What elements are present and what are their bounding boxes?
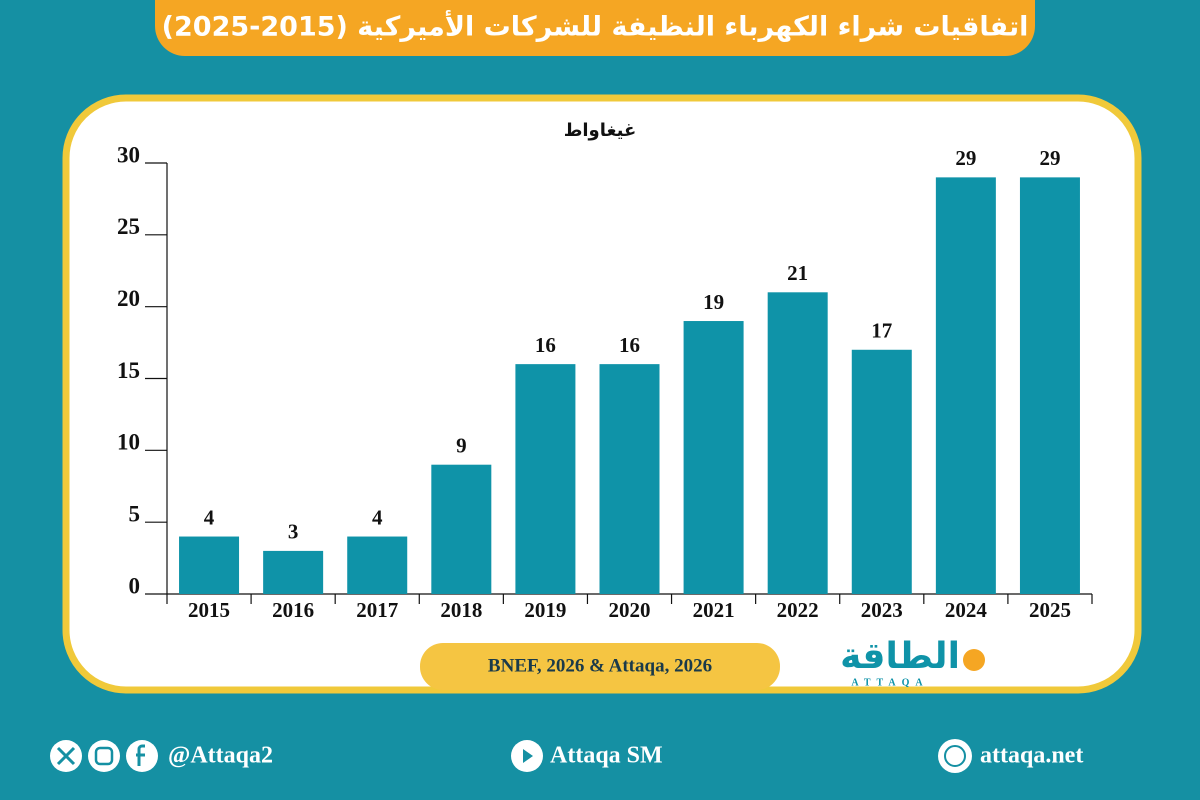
bar <box>767 292 828 594</box>
value-label: 17 <box>871 319 892 343</box>
y-tick-label: 15 <box>117 358 140 383</box>
social-handle[interactable]: @Attaqa2 <box>168 743 273 769</box>
facebook-glyph <box>136 744 145 766</box>
value-label: 9 <box>456 434 467 458</box>
source-pill <box>420 643 780 690</box>
web-icon[interactable] <box>938 739 972 773</box>
y-tick-label: 10 <box>117 430 140 455</box>
youtube-glyph <box>523 749 533 763</box>
x-tick-label: 2021 <box>693 598 735 622</box>
bar <box>683 321 744 594</box>
x-tick-label: 2023 <box>861 598 903 622</box>
value-label: 3 <box>288 520 299 544</box>
logo-text: الطاقة <box>840 636 960 677</box>
value-label: 29 <box>955 146 976 170</box>
instagram-glyph <box>94 746 114 766</box>
website[interactable]: attaqa.net <box>980 743 1083 769</box>
y-axis-unit: غيغاواط <box>564 120 637 141</box>
bar <box>515 364 576 594</box>
value-label: 29 <box>1039 146 1060 170</box>
value-label: 16 <box>535 333 556 357</box>
bar <box>263 550 324 594</box>
logo-drop <box>963 649 985 671</box>
y-tick-label: 20 <box>117 286 140 311</box>
x-tick-label: 2017 <box>356 598 398 622</box>
x-tick-label: 2024 <box>945 598 988 622</box>
x-tick-label: 2018 <box>440 598 482 622</box>
bar <box>935 177 996 594</box>
x-tick-label: 2020 <box>609 598 651 622</box>
y-tick-label: 30 <box>117 142 140 167</box>
value-label: 4 <box>372 505 383 529</box>
x-tick-label: 2015 <box>188 598 230 622</box>
source: BNEF, 2026 & Attaqa, 2026 <box>488 655 712 676</box>
x-tick-label: 2016 <box>272 598 314 622</box>
bar <box>179 536 240 594</box>
social-icons <box>50 739 972 773</box>
value-label: 4 <box>204 505 215 529</box>
value-label: 21 <box>787 261 808 285</box>
bar <box>1019 177 1080 594</box>
title-bar <box>155 0 1035 56</box>
value-label: 19 <box>703 290 724 314</box>
value-label: 16 <box>619 333 640 357</box>
x-glyph <box>56 746 76 766</box>
x-tick-label: 2022 <box>777 598 819 622</box>
y-tick-label: 0 <box>129 573 141 598</box>
bar <box>431 464 492 594</box>
x-tick-label: 2025 <box>1029 598 1071 622</box>
y-tick-label: 25 <box>117 214 140 239</box>
web-glyph <box>944 745 966 767</box>
logo-subtitle: ATTAQA <box>851 677 928 688</box>
chart-title: اتفاقيات شراء الكهرباء النظيفة للشركات ا… <box>162 10 1029 43</box>
bar <box>347 536 408 594</box>
x-tick-label: 2019 <box>524 598 566 622</box>
instagram-icon[interactable] <box>88 740 120 772</box>
y-tick-label: 5 <box>129 501 141 526</box>
bar <box>851 349 912 594</box>
youtube-handle[interactable]: Attaqa SM <box>550 743 663 769</box>
bar <box>599 364 660 594</box>
